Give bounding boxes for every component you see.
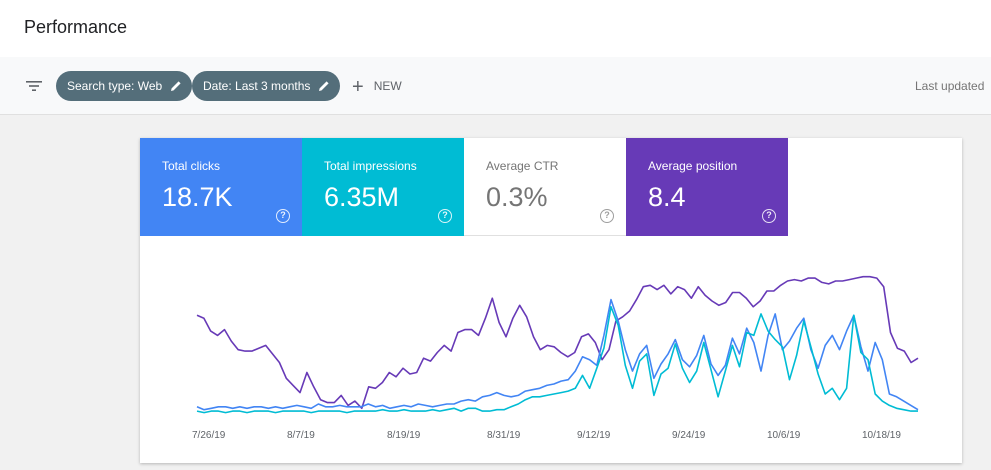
performance-chart-svg: 7/26/19 8/7/19 8/19/19 8/31/19 9/12/19 9/24/1… (192, 275, 919, 441)
metric-total-clicks[interactable]: Total clicks 18.7K ? (140, 138, 302, 236)
help-icon[interactable]: ? (762, 209, 776, 223)
performance-card: Total clicks 18.7K ? Total impressions 6… (140, 138, 962, 463)
new-filter-label: NEW (373, 79, 402, 93)
new-filter-button[interactable]: + NEW (352, 71, 402, 101)
plus-icon: + (352, 76, 364, 98)
filter-bar: Search type: Web Date: Last 3 months + NE… (0, 57, 991, 115)
pencil-icon (171, 81, 181, 91)
metric-average-ctr[interactable]: Average CTR 0.3% ? (464, 138, 626, 236)
pencil-icon (319, 81, 329, 91)
date-range-chip-label: Date: Last 3 months (203, 79, 311, 93)
metric-label: Average CTR (486, 159, 559, 173)
metric-value: 0.3% (486, 182, 548, 212)
page-title: Performance (24, 17, 128, 37)
metric-value: 6.35M (324, 182, 400, 212)
series-line-impressions (196, 306, 918, 414)
help-icon[interactable]: ? (276, 209, 290, 223)
metric-total-impressions[interactable]: Total impressions 6.35M ? (302, 138, 464, 236)
metric-label: Total impressions (324, 159, 417, 173)
series-line-clicks (196, 298, 919, 411)
metric-value: 18.7K (162, 182, 233, 212)
x-tick-label: 9/24/19 (672, 430, 706, 441)
filter-icon[interactable] (24, 76, 44, 96)
x-tick-label: 10/18/19 (862, 430, 901, 441)
help-icon[interactable]: ? (438, 209, 452, 223)
metric-value: 8.4 (648, 182, 686, 212)
x-tick-label: 8/19/19 (387, 430, 421, 441)
metric-average-position[interactable]: Average position 8.4 ? (626, 138, 788, 236)
help-icon[interactable]: ? (600, 209, 614, 223)
app-header: Performance (0, 0, 991, 57)
metric-label: Average position (648, 159, 738, 173)
date-range-chip[interactable]: Date: Last 3 months (192, 71, 341, 101)
search-type-chip-label: Search type: Web (67, 79, 163, 93)
last-updated-text: Last updated (915, 79, 985, 93)
search-type-chip[interactable]: Search type: Web (56, 71, 193, 101)
performance-chart: 7/26/19 8/7/19 8/19/19 8/31/19 9/12/19 9/24/1… (140, 236, 962, 463)
metric-label: Total clicks (162, 159, 221, 173)
x-tick-label: 9/12/19 (577, 430, 611, 441)
x-tick-label: 8/7/19 (287, 430, 315, 441)
series-line-position (196, 275, 919, 410)
x-tick-label: 7/26/19 (192, 430, 226, 441)
x-tick-label: 8/31/19 (487, 430, 521, 441)
x-tick-label: 10/6/19 (767, 430, 801, 441)
